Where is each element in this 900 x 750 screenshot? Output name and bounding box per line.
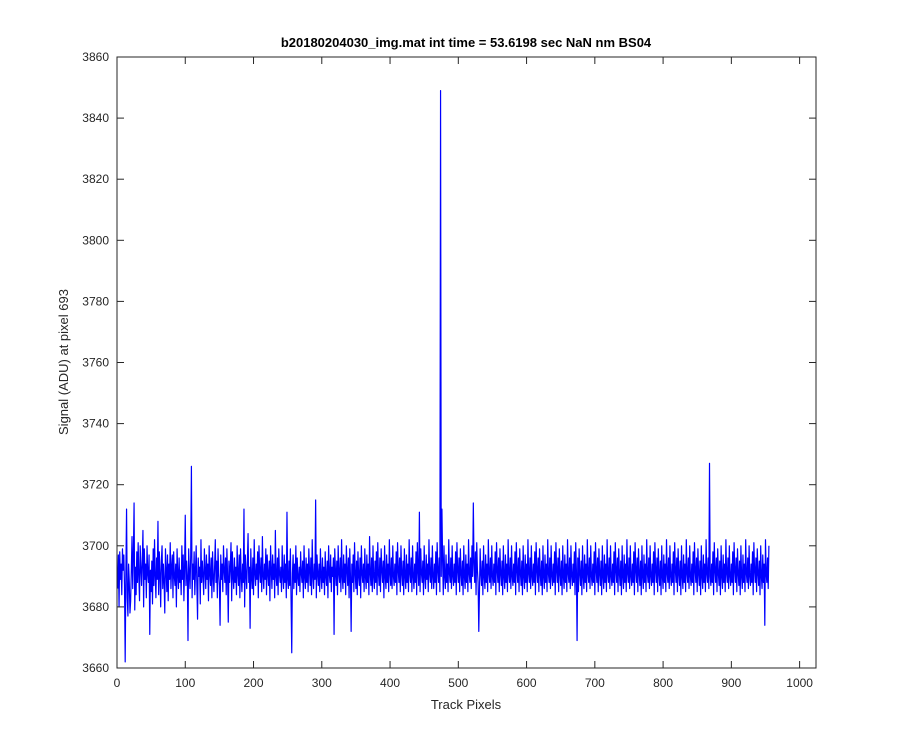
x-tick-label: 100	[175, 676, 195, 690]
x-tick-label: 1000	[786, 676, 813, 690]
series-line-1	[117, 90, 770, 663]
y-axis-label: Signal (ADU) at pixel 693	[56, 289, 71, 435]
y-tick-label: 3720	[82, 478, 109, 492]
x-tick-label: 200	[244, 676, 264, 690]
y-tick-label: 3660	[82, 661, 109, 675]
x-tick-label: 900	[721, 676, 741, 690]
x-tick-label: 600	[517, 676, 537, 690]
y-tick-label: 3680	[82, 600, 109, 614]
y-tick-label: 3780	[82, 294, 109, 308]
y-tick-label: 3700	[82, 539, 109, 553]
x-tick-label: 800	[653, 676, 673, 690]
x-axis-ticks: 0 100 200 300 400 500 600 700 800 900 1000	[114, 57, 813, 690]
x-tick-label: 300	[312, 676, 332, 690]
y-tick-label: 3820	[82, 172, 109, 186]
x-tick-label: 500	[448, 676, 468, 690]
y-tick-label: 3760	[82, 356, 109, 370]
x-axis-label: Track Pixels	[431, 697, 502, 712]
y-tick-label: 3740	[82, 417, 109, 431]
series-layer	[117, 90, 770, 663]
x-tick-label: 0	[114, 676, 121, 690]
chart-title: b20180204030_img.mat int time = 53.6198 …	[281, 35, 652, 50]
y-axis-ticks: 3660 3680 3700 3720 3740 3760 3780 3800 3820 3840…	[82, 50, 816, 675]
y-tick-label: 3800	[82, 233, 109, 247]
x-tick-label: 700	[585, 676, 605, 690]
x-tick-label: 400	[380, 676, 400, 690]
y-tick-label: 3840	[82, 111, 109, 125]
y-tick-label: 3860	[82, 50, 109, 64]
